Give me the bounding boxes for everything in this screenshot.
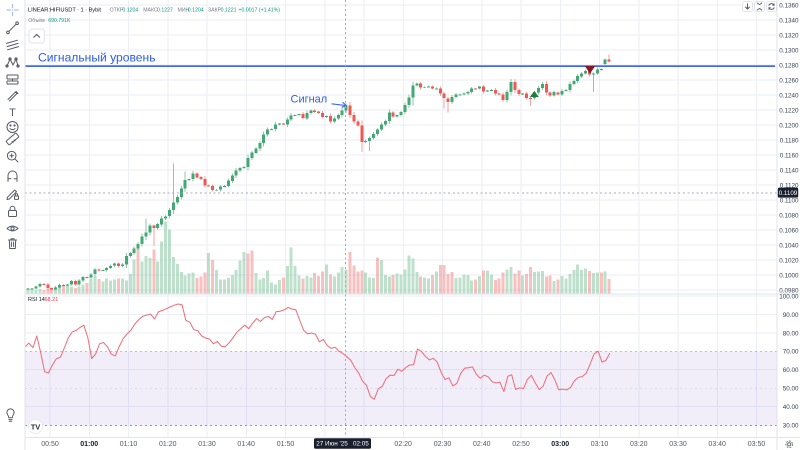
svg-text:01:20: 01:20	[159, 441, 177, 448]
svg-text:03:40: 03:40	[708, 441, 726, 448]
svg-text:02:20: 02:20	[394, 441, 412, 448]
svg-text:0.1280: 0.1280	[779, 62, 799, 69]
svg-text:0.1360: 0.1360	[779, 2, 799, 9]
svg-text:80.00: 80.00	[783, 330, 799, 337]
svg-text:0.1040: 0.1040	[779, 242, 799, 249]
svg-text:ОТКР: ОТКР	[110, 7, 124, 13]
svg-text:0.1000: 0.1000	[779, 272, 799, 279]
svg-text:0.1221: 0.1221	[221, 7, 237, 13]
svg-text:01:30: 01:30	[198, 441, 216, 448]
svg-text:0.1080: 0.1080	[779, 212, 799, 219]
svg-text:0.1060: 0.1060	[779, 227, 799, 234]
svg-text:+0.0017 (+1.41%): +0.0017 (+1.41%)	[239, 7, 281, 13]
svg-text:03:20: 03:20	[630, 441, 648, 448]
svg-text:МИН: МИН	[178, 7, 190, 13]
svg-text:00:50: 00:50	[41, 441, 59, 448]
svg-text:0.1180: 0.1180	[780, 137, 799, 144]
svg-text:RSI 14: RSI 14	[28, 297, 45, 303]
svg-text:Сигнал: Сигнал	[291, 94, 328, 106]
svg-text:LINEAR:HIFIUSDT · 1 · Bybit: LINEAR:HIFIUSDT · 1 · Bybit	[28, 8, 101, 14]
svg-text:02:50: 02:50	[512, 441, 530, 448]
svg-text:T: T	[9, 107, 16, 119]
svg-text:60.00: 60.00	[783, 367, 799, 374]
svg-text:690.791K: 690.791K	[48, 18, 71, 24]
svg-text:27 Июн '25 02:05: 27 Июн '25 02:05	[316, 441, 369, 448]
svg-text:МАКС: МАКС	[143, 7, 158, 13]
svg-text:0.1200: 0.1200	[779, 122, 799, 129]
svg-text:01:40: 01:40	[237, 441, 255, 448]
svg-text:03:30: 03:30	[669, 441, 687, 448]
svg-text:0.1120: 0.1120	[780, 182, 799, 189]
svg-text:100.00: 100.00	[779, 293, 799, 300]
svg-text:Объём: Объём	[28, 18, 45, 24]
svg-text:0.0980: 0.0980	[779, 287, 799, 294]
svg-text:50.00: 50.00	[783, 386, 799, 393]
svg-text:03:00: 03:00	[551, 441, 569, 448]
svg-text:02:30: 02:30	[434, 441, 452, 448]
svg-text:03:10: 03:10	[591, 441, 609, 448]
svg-text:0.1300: 0.1300	[779, 47, 799, 54]
svg-text:0.1320: 0.1320	[779, 32, 799, 39]
svg-text:03:50: 03:50	[748, 441, 766, 448]
svg-text:30.00: 30.00	[783, 422, 799, 429]
svg-text:0.1240: 0.1240	[779, 92, 799, 99]
svg-text:0.1204: 0.1204	[122, 7, 138, 13]
svg-text:0.1220: 0.1220	[779, 107, 799, 114]
svg-text:01:00: 01:00	[80, 441, 98, 448]
svg-text:0.1260: 0.1260	[779, 77, 799, 84]
svg-text:02:40: 02:40	[473, 441, 491, 448]
svg-text:68.21: 68.21	[45, 297, 59, 303]
svg-text:0.1020: 0.1020	[779, 257, 799, 264]
svg-text:Сигнальный уровень: Сигнальный уровень	[38, 51, 156, 65]
svg-text:70.00: 70.00	[783, 349, 799, 356]
svg-text:01:50: 01:50	[277, 441, 295, 448]
svg-text:0.1100: 0.1100	[780, 197, 799, 204]
svg-text:0.1227: 0.1227	[157, 7, 173, 13]
svg-text:0.1140: 0.1140	[780, 167, 799, 174]
svg-text:ЗАКР: ЗАКР	[208, 7, 222, 13]
svg-text:0.1109: 0.1109	[779, 190, 798, 197]
svg-text:90.00: 90.00	[783, 312, 799, 319]
svg-text:40.00: 40.00	[783, 404, 799, 411]
svg-text:0.1204: 0.1204	[188, 7, 204, 13]
svg-text:01:10: 01:10	[120, 441, 138, 448]
svg-text:TV: TV	[31, 423, 41, 432]
svg-text:0.1340: 0.1340	[779, 17, 799, 24]
svg-text:0.1160: 0.1160	[780, 152, 799, 159]
